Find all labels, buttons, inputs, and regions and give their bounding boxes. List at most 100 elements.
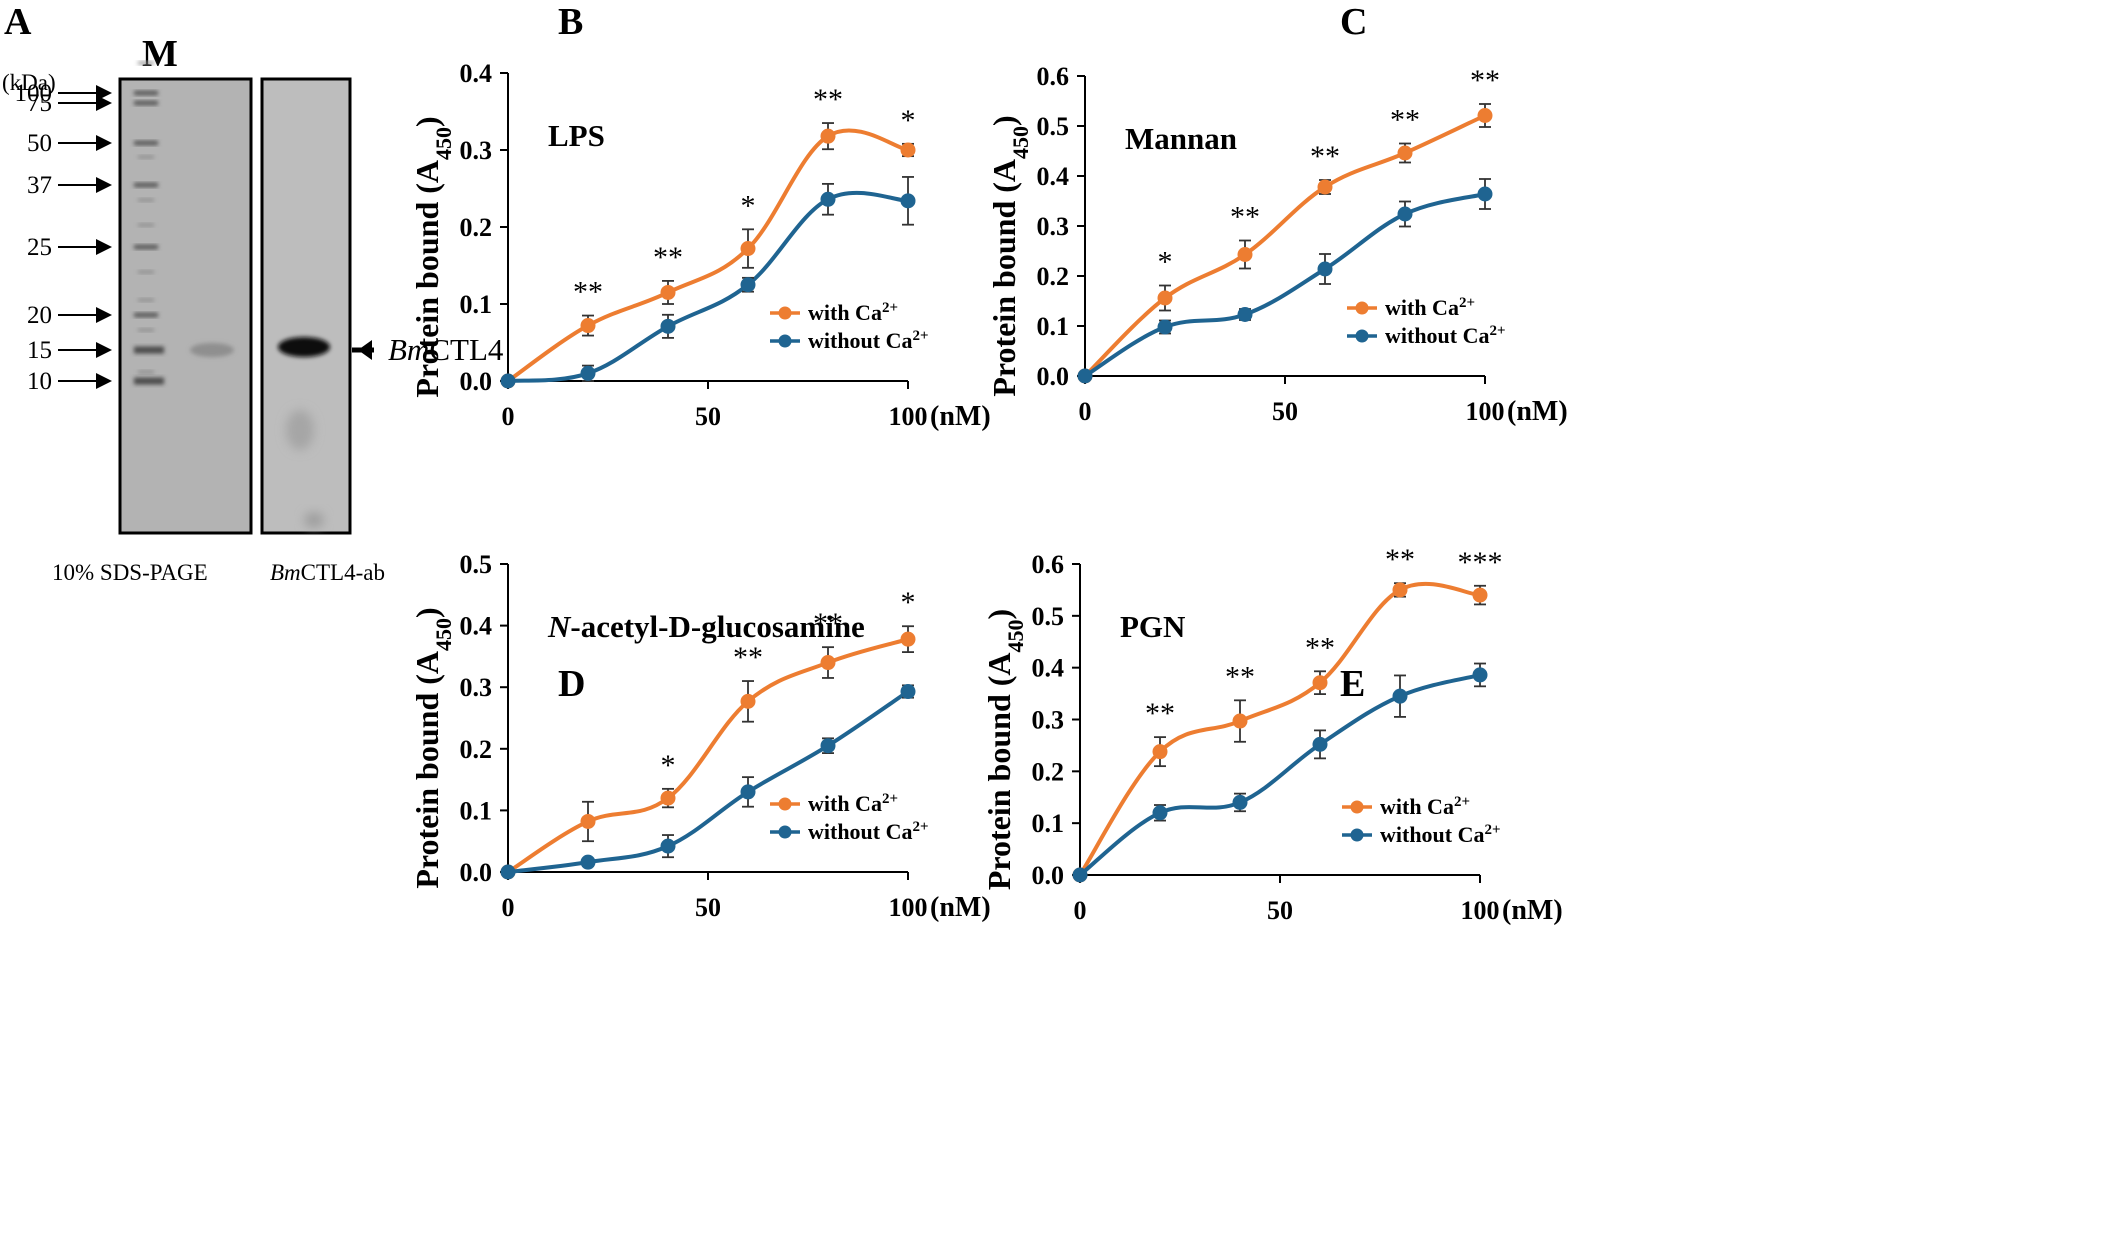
blot-band [278,337,330,357]
panel-letter-e: E [1340,663,1365,705]
x-tick-label: 50 [695,402,721,431]
significance-label: ** [1390,104,1420,137]
y-tick-label: 0.0 [460,367,493,396]
y-tick-label: 0.1 [460,796,493,825]
significance-label: * [901,104,916,137]
mw-label: 37 [27,172,52,199]
significance-label: * [1158,246,1173,279]
y-tick-label: 0.3 [460,136,493,165]
data-point [1472,587,1488,603]
data-point [1392,582,1408,598]
legend-with-ca-label: with Ca2+ [1385,295,1475,320]
significance-label: ** [1470,64,1500,97]
significance-label: ** [1305,631,1335,664]
panel-letter-b: B [558,1,583,43]
band-label: BmCTL4 [388,332,504,367]
data-point [580,365,596,381]
legend-without-ca-label: without Ca2+ [1385,323,1506,348]
series-line-without-ca [507,689,910,874]
y-tick-label: 0.2 [460,735,493,764]
data-point [1472,667,1488,683]
chart-panel-b: B 0.0 0.1 0.2 0.3 0.4 0 50 100 (nM) Protein bound … [409,1,991,432]
data-point [1157,290,1173,306]
x-axis-unit: (nM) [930,401,991,432]
marker-band-faint [138,155,154,159]
sample-band [190,343,234,357]
chart-title: LPS [548,118,605,153]
marker-band [134,245,158,249]
data-point [1312,675,1328,691]
significance-label: ** [1225,660,1255,693]
data-point [1477,186,1493,202]
western-blot [260,77,352,535]
data-point [500,373,516,389]
data-point [1232,794,1248,810]
significance-label: ** [573,276,603,309]
marker-band [134,91,158,95]
legend-without-ca-label: without Ca2+ [808,819,929,844]
x-tick-label: 100 [889,402,928,431]
y-tick-label: 0.5 [460,550,493,579]
x-tick-label: 100 [1461,896,1500,925]
marker-band-faint [138,370,154,374]
chart-title: N-acetyl-D-glucosamine [547,609,865,644]
data-point [740,693,756,709]
y-tick-label: 0.2 [460,213,493,242]
data-point [900,142,916,158]
significance-label: * [661,749,676,782]
significance-label: ** [813,607,843,640]
data-point [740,784,756,800]
x-tick-label: 0 [502,402,515,431]
data-point [900,684,916,700]
chart-panel-d: D 0.0 0.1 0.2 0.3 0.4 0.5 0 50 100 (nM) Protein bou… [409,550,991,923]
blot-smudge [304,512,324,528]
data-point [740,241,756,257]
marker-band-faint [138,270,154,274]
y-tick-label: 0.2 [1032,757,1065,786]
significance-label: ** [733,641,763,674]
data-point [1312,736,1328,752]
marker-band [134,101,158,105]
significance-label: * [901,586,916,619]
chart-panel-e: E 0.0 0.1 0.2 0.3 0.4 0.5 0.6 0 50 100 (nM) Protein … [981,543,1563,926]
charts: B0.00.10.20.30.40 50 100 (nM)Protein bound … [409,1,1568,926]
legend-with-ca-marker [1350,800,1364,814]
legend-without-ca-label: without Ca2+ [1380,822,1501,847]
mw-label: 100 [15,80,53,107]
data-point [1477,108,1493,123]
marker-band-faint [138,328,154,332]
data-point [1237,247,1253,262]
data-point [740,277,756,293]
data-point [1077,368,1093,384]
data-point [660,838,676,854]
mw-label: 20 [27,302,52,329]
x-tick-label: 100 [889,893,928,922]
marker-band [134,313,158,317]
y-tick-label: 0.1 [1032,809,1065,838]
y-tick-label: 0.0 [1032,861,1065,890]
marker-bands [134,61,164,385]
data-point [820,738,836,754]
marker-band [134,183,158,187]
data-point [1157,319,1173,335]
x-tick-label: 100 [1466,397,1505,426]
data-point [820,191,836,207]
legend-with-ca-marker [1355,301,1369,315]
chart-panel-c: C 0.0 0.1 0.2 0.3 0.4 0.5 0.6 0 50 100 (nM) Protein … [986,1,1568,427]
data-point [1152,744,1168,760]
mw-label: 10 [27,368,52,395]
mw-label: 25 [27,234,52,261]
y-axis-label: Protein bound (A450) [409,607,456,888]
legend-without-ca-marker [1355,329,1369,343]
blot-caption: BmCTL4-ab [270,560,385,585]
legend-with-ca-label: with Ca2+ [808,300,898,325]
y-tick-label: 0.3 [460,673,493,702]
data-point [1397,206,1413,222]
y-tick-label: 0.1 [1037,312,1070,341]
y-tick-label: 0.4 [460,612,493,641]
data-point [660,318,676,334]
y-tick-label: 0.6 [1037,62,1070,91]
y-tick-label: 0.5 [1032,602,1065,631]
